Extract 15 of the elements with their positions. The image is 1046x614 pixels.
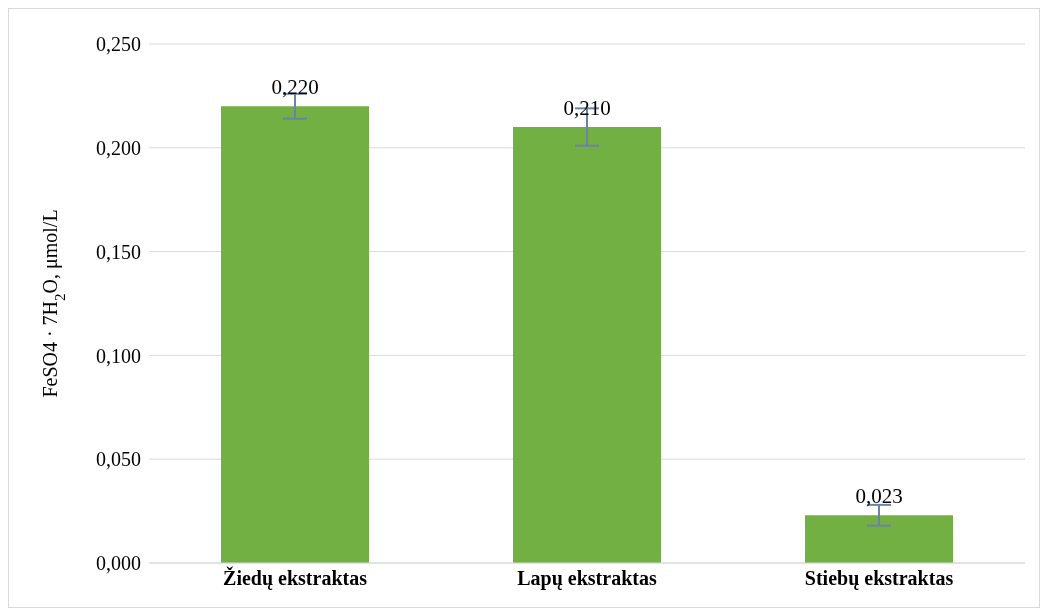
x-tick-label: Lapų ekstraktas (517, 567, 657, 591)
x-tick-label: Žiedų ekstraktas (223, 566, 368, 591)
y-tick-label: 0,200 (96, 136, 141, 159)
bar (221, 106, 369, 563)
x-tick-label: Stiebų ekstraktas (804, 567, 954, 591)
y-tick-label: 0,000 (96, 552, 141, 575)
y-tick-label: 0,100 (96, 344, 141, 367)
y-tick-label: 0,250 (96, 33, 141, 56)
data-label: 0,023 (855, 484, 903, 509)
bar (805, 515, 953, 563)
bar (513, 127, 661, 563)
data-label: 0,220 (271, 75, 319, 100)
y-tick-label: 0,050 (96, 448, 141, 471)
data-label: 0,210 (563, 96, 611, 121)
y-tick-label: 0,150 (96, 240, 141, 263)
